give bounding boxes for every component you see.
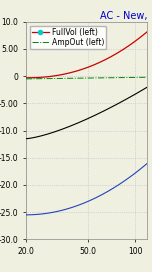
Text: AC - New,: AC - New, (100, 11, 147, 21)
Legend: FullVol (left), AmpOut (left): FullVol (left), AmpOut (left) (30, 26, 107, 49)
